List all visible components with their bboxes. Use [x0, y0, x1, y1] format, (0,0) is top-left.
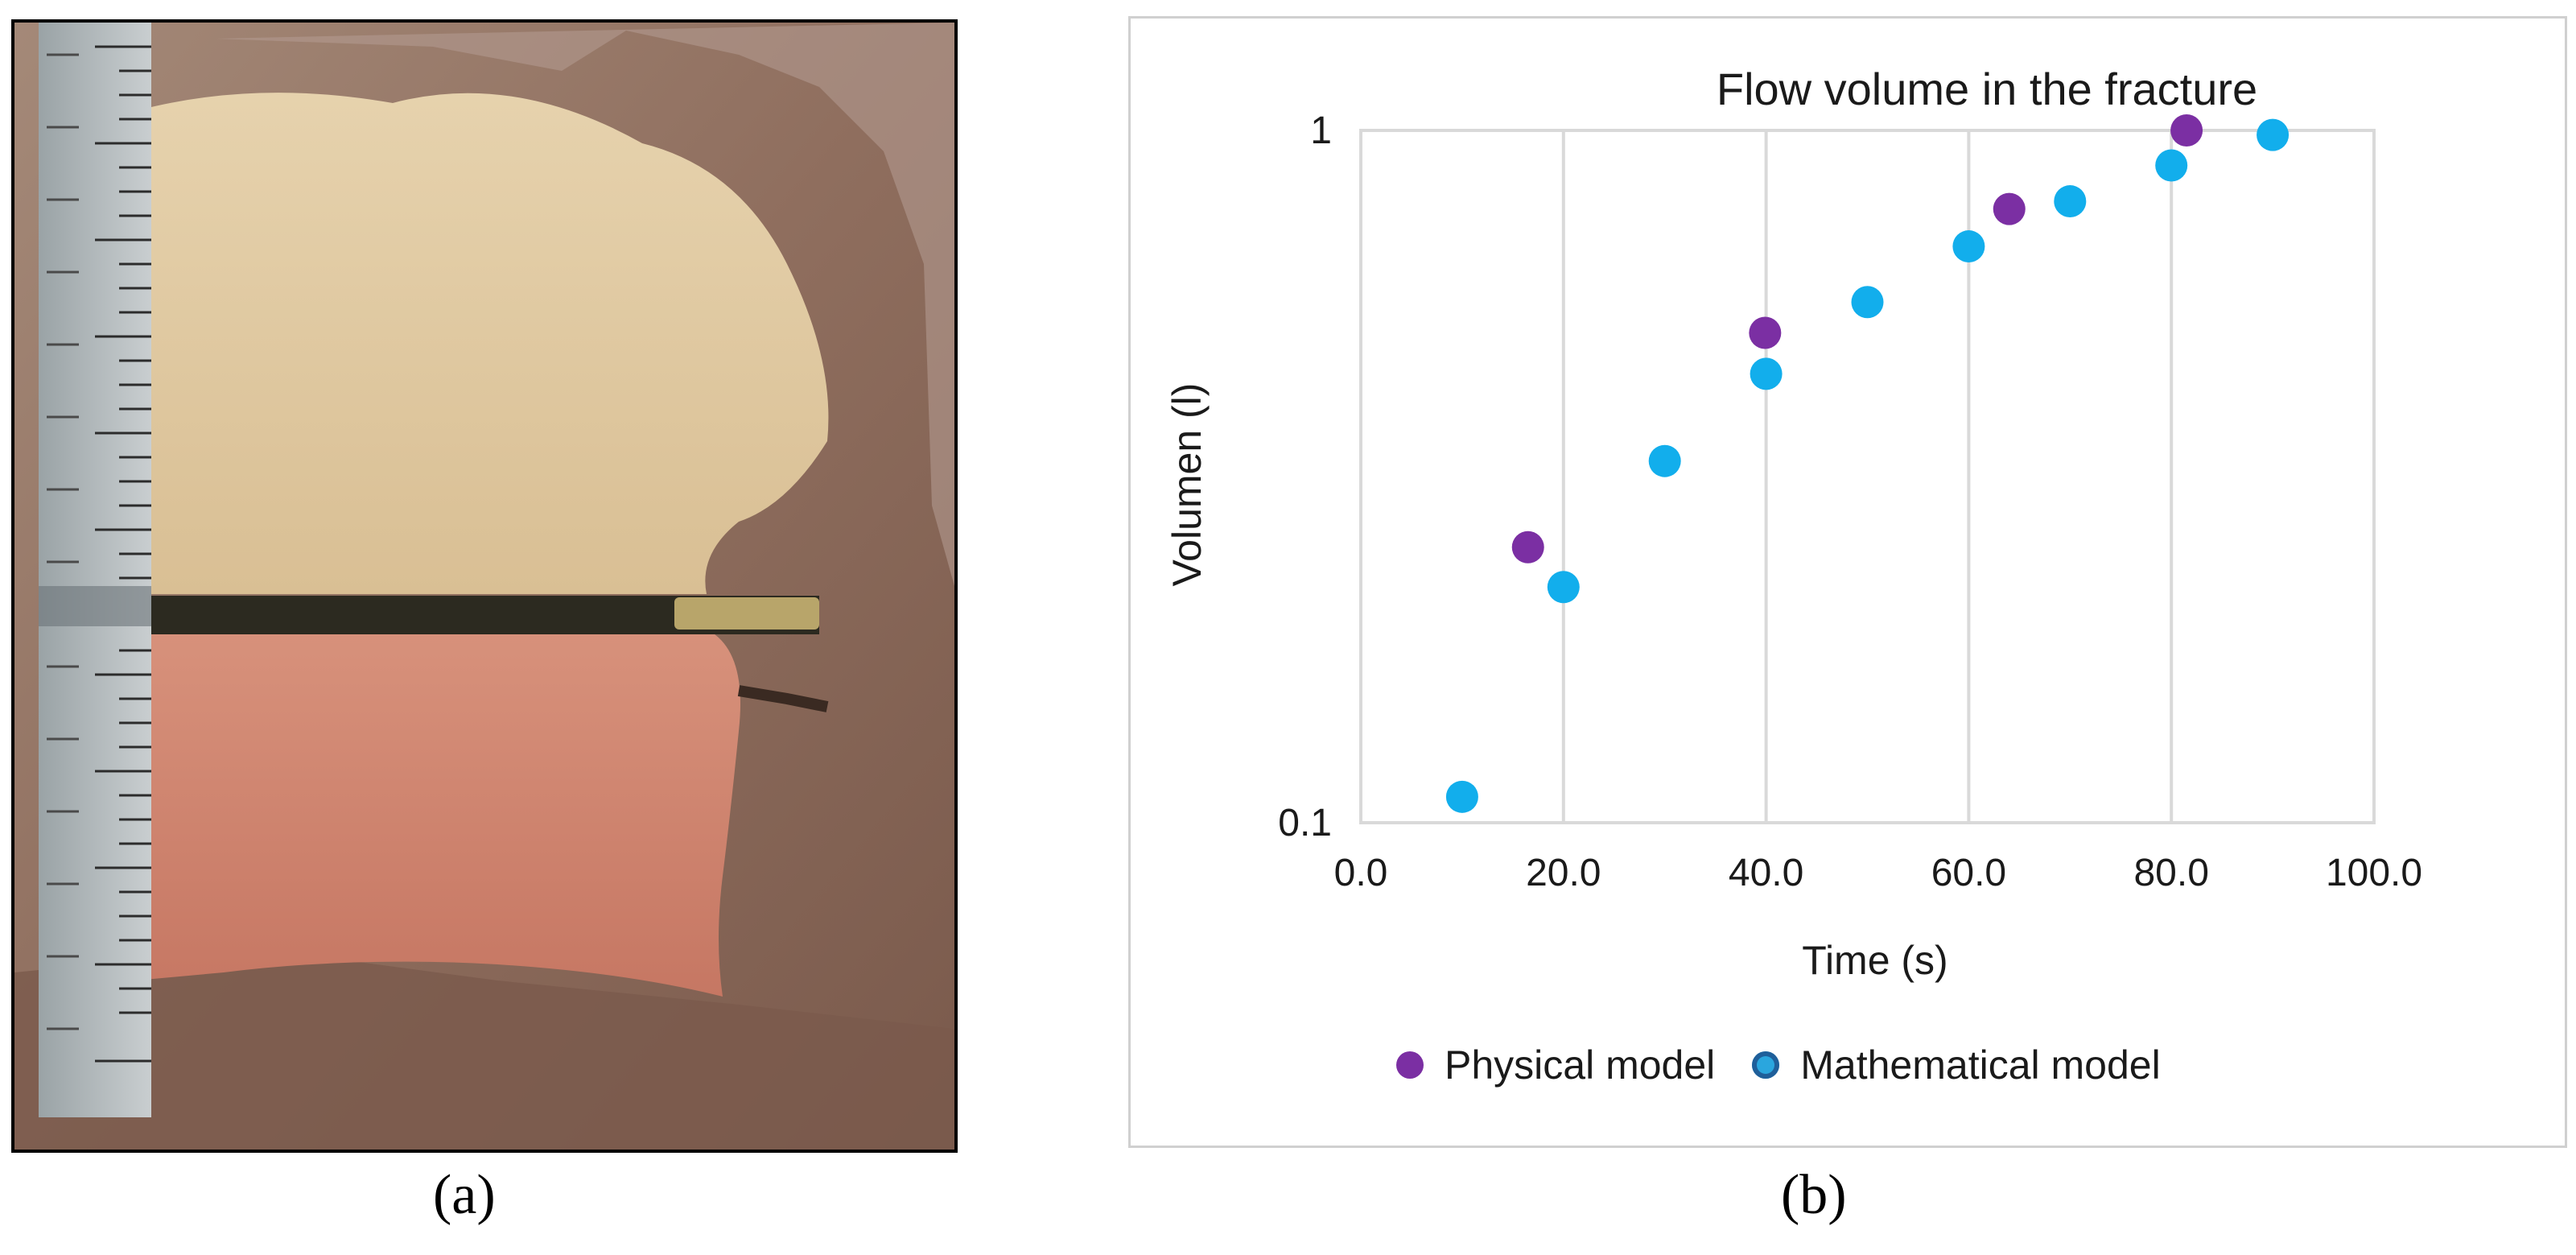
mathematical-point-7	[2155, 149, 2188, 182]
mathematical-point-5	[1952, 230, 1985, 263]
x-axis-ticks: 0.0 20.0 40.0 60.0 80.0 100.0	[1334, 852, 2422, 894]
physical-point-0	[1511, 530, 1544, 564]
legend-marker-mathematical	[1752, 1051, 1780, 1079]
gridlines	[1359, 130, 2376, 823]
x-axis-label: Time (s)	[1802, 938, 1947, 983]
chart-title: Flow volume in the fracture	[1717, 64, 2257, 114]
x-tick-label-0: 0.0	[1334, 852, 1388, 894]
x-tick-label-2: 40.0	[1729, 852, 1803, 894]
photo-panel	[11, 19, 958, 1153]
x-tick-label-1: 20.0	[1526, 852, 1601, 894]
mathematical-point-8	[2257, 118, 2290, 151]
upper-sand-block	[135, 93, 829, 595]
legend-label-mathematical: Mathematical model	[1800, 1042, 2161, 1088]
ruler	[39, 23, 151, 1117]
mathematical-point-0	[1445, 780, 1478, 813]
mathematical-point-6	[2054, 185, 2087, 218]
legend-marker-physical	[1396, 1051, 1424, 1079]
legend-item-physical: Physical model	[1396, 1042, 1715, 1088]
mathematical-point-2	[1648, 444, 1681, 477]
legend-label-physical: Physical model	[1445, 1042, 1716, 1088]
chart-frame	[1128, 16, 2567, 1148]
lower-sand-block	[135, 634, 740, 997]
data-points	[1445, 114, 2290, 813]
caption-b: (b)	[1781, 1164, 1847, 1226]
y-tick-label-0: 0.1	[1278, 802, 1332, 844]
legend-item-mathematical: Mathematical model	[1752, 1042, 2161, 1088]
mathematical-point-1	[1547, 571, 1580, 604]
physical-point-3	[2170, 114, 2203, 147]
scatter-chart: Flow volume in the fracture 0.0 20.0 40.0 6…	[1164, 64, 2422, 983]
mathematical-point-3	[1750, 357, 1783, 390]
legend: Physical model Mathematical model	[1396, 1042, 2198, 1088]
y-axis-label: Volumen (l)	[1164, 383, 1210, 587]
plot-area	[1359, 129, 2376, 824]
plot-border	[1359, 129, 2376, 824]
fracture-photo	[14, 23, 954, 1150]
x-tick-label-3: 60.0	[1931, 852, 2006, 894]
injection-tube	[674, 597, 819, 630]
y-axis-ticks: 0.11	[1278, 109, 1332, 844]
caption-a: (a)	[433, 1164, 496, 1226]
physical-point-2	[1993, 192, 2026, 225]
mathematical-point-4	[1851, 286, 1884, 319]
x-tick-label-4: 80.0	[2133, 852, 2208, 894]
physical-point-1	[1749, 316, 1782, 349]
y-tick-label-1: 1	[1310, 109, 1332, 152]
x-tick-label-5: 100.0	[2326, 852, 2422, 894]
